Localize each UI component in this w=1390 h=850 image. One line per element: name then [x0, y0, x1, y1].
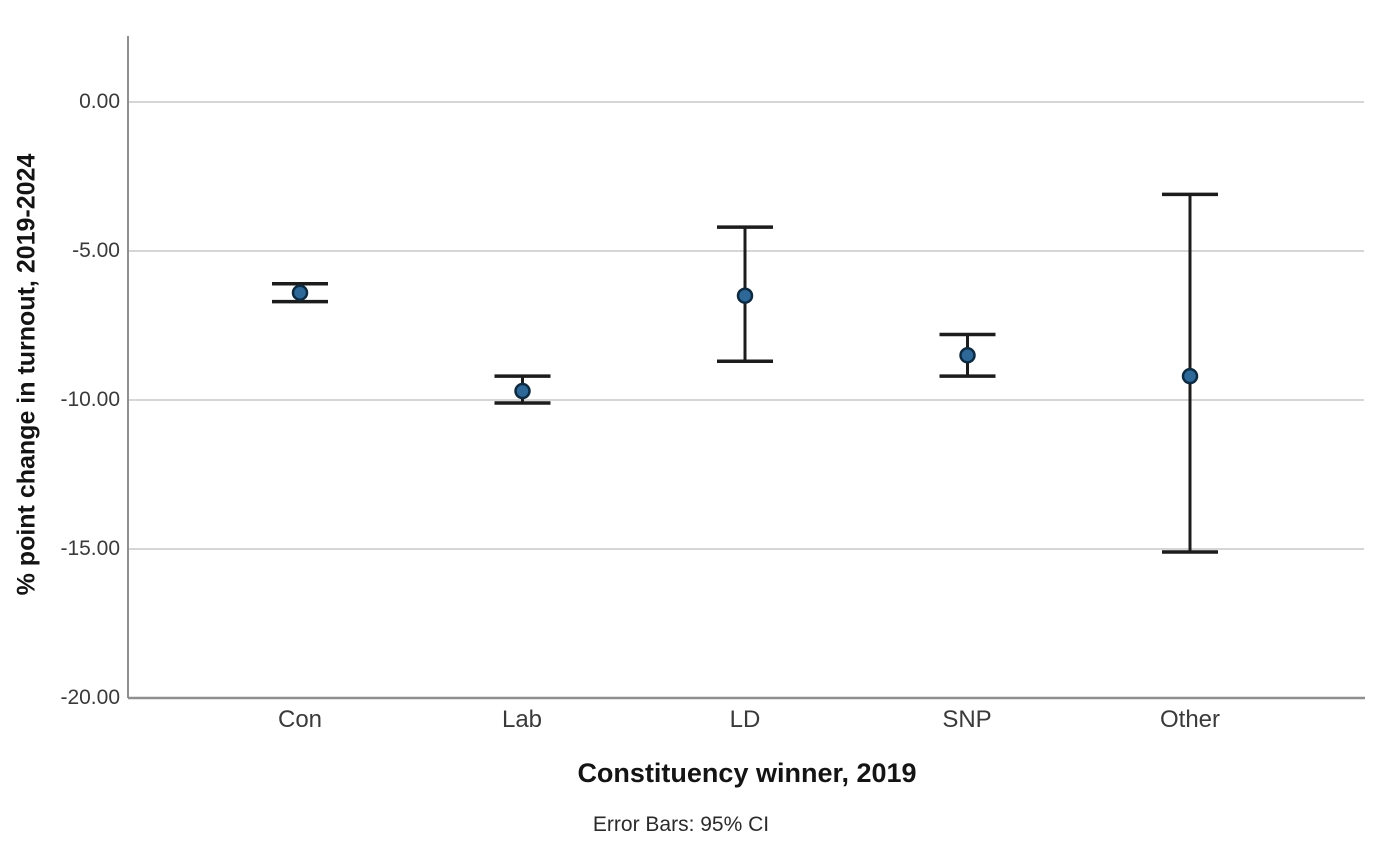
error-bar-ld [717, 225, 773, 364]
y-tick-label-4: -20.00 [60, 686, 120, 709]
y-tick-label-2: -10.00 [60, 388, 120, 411]
y-tick-label-1: -5.00 [72, 239, 120, 262]
x-tick-label-lab: Lab [501, 706, 543, 733]
mean-marker-con [291, 284, 309, 301]
x-axis-title: Constituency winner, 2019 [577, 758, 917, 788]
y-tick-label-0: 0.00 [79, 90, 120, 113]
y-axis-title: % point change in turnout, 2019-2024 [12, 153, 41, 596]
error-bar-other [1162, 192, 1218, 554]
y-tick-label-3: -15.00 [60, 537, 120, 560]
x-tick-label-ld: LD [729, 706, 761, 733]
x-tick-label-con: Con [277, 706, 323, 733]
error-bar-con [272, 282, 328, 304]
error-bar-lab [494, 374, 551, 405]
error-bars-footnote: Error Bars: 95% CI [592, 813, 770, 836]
mean-marker-snp [959, 347, 976, 364]
x-tick-label-snp: SNP [942, 706, 992, 733]
x-tick-label-other: Other [1159, 706, 1221, 733]
mean-marker-other [1181, 367, 1199, 385]
error-bar-snp [939, 332, 996, 378]
mean-marker-ld [736, 287, 754, 304]
mean-marker-lab [514, 382, 531, 400]
